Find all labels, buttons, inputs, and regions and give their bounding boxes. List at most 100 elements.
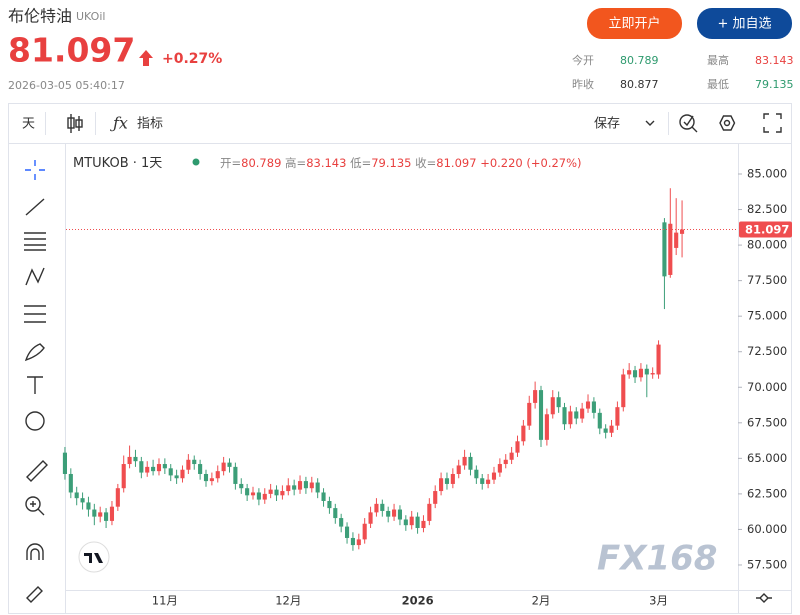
- candle-body: [474, 469, 479, 479]
- settings-icon-core: [723, 119, 731, 127]
- candle-body: [303, 481, 308, 489]
- x-tick-label: 12月: [275, 594, 301, 608]
- candle-body: [333, 508, 338, 519]
- pattern-tool[interactable]: [25, 267, 45, 286]
- fx-icon[interactable]: ƒx: [110, 114, 128, 133]
- y-tick-label: 72.500: [747, 344, 787, 358]
- candle-body: [344, 526, 350, 538]
- candle-body: [262, 493, 267, 500]
- candle-body: [621, 374, 626, 408]
- tv-logo[interactable]: [78, 541, 110, 573]
- candle-body: [109, 506, 115, 521]
- lock-tool[interactable]: [26, 586, 43, 603]
- candle-body: [233, 466, 238, 484]
- chart-type-icon[interactable]: [67, 114, 83, 133]
- legend-values: 开=80.789 高=83.143 低=79.135 收=81.097 +0.2…: [220, 156, 582, 170]
- last-price-tag: [739, 221, 792, 238]
- stat-label: 今开: [572, 53, 594, 67]
- magnet-tool[interactable]: [26, 543, 44, 560]
- legend-value: 81.097: [436, 156, 476, 170]
- open-account-button[interactable]: 立即开户: [587, 8, 682, 39]
- candle-body: [574, 411, 579, 419]
- save-menu-chevron[interactable]: [645, 120, 655, 126]
- candle-body: [674, 232, 679, 248]
- button-label[interactable]: 立即开户: [608, 16, 660, 32]
- trendline-tool[interactable]: [25, 198, 45, 216]
- candle-body: [151, 466, 156, 472]
- last-price-label: 81.097: [745, 222, 789, 236]
- settings-icon[interactable]: [719, 115, 736, 131]
- candle-body: [174, 475, 179, 479]
- candle-body: [80, 498, 85, 503]
- tv-logo-mark: [84, 553, 103, 563]
- symbol: UKOil: [76, 10, 105, 23]
- candle-body: [156, 464, 162, 472]
- y-tick-label: 82.500: [747, 202, 787, 216]
- up-arrow: [139, 50, 153, 66]
- candle-body: [315, 482, 320, 493]
- alert-icon[interactable]: [679, 114, 698, 133]
- candle-body: [339, 518, 344, 527]
- candle-body: [327, 501, 332, 509]
- time-axis-settings[interactable]: [756, 593, 772, 603]
- legend-value: 83.143: [306, 156, 346, 170]
- crosshair-tool[interactable]: [25, 160, 45, 180]
- candle-body: [227, 462, 232, 467]
- candle-body: [562, 407, 567, 425]
- indicators[interactable]: 指标: [137, 117, 163, 132]
- emoji-tool[interactable]: [25, 411, 45, 431]
- watchlist-button[interactable]: + 加自选: [697, 8, 792, 39]
- save[interactable]: 保存: [594, 117, 620, 132]
- candle-body: [250, 492, 256, 496]
- ruler-tool[interactable]: [26, 460, 48, 482]
- candle-body: [397, 509, 403, 520]
- text-tool[interactable]: [27, 376, 43, 394]
- candle-body: [203, 473, 209, 482]
- candle-body: [533, 390, 538, 403]
- legend-key: 低=: [350, 156, 371, 170]
- brush-tool[interactable]: [24, 343, 45, 362]
- candle-body: [68, 473, 73, 493]
- candle-body: [544, 414, 549, 440]
- candle-body: [115, 488, 120, 507]
- candle-body: [550, 397, 555, 415]
- candle-body: [356, 539, 361, 546]
- fib-tool[interactable]: [24, 232, 46, 251]
- zoom-tool[interactable]: [25, 496, 41, 512]
- interval[interactable]: 天: [22, 117, 35, 132]
- candle-body: [444, 478, 450, 484]
- x-tick-label: 2月: [532, 594, 551, 608]
- legend-change: +0.220 (+0.27%): [480, 156, 581, 170]
- candle-body: [609, 425, 614, 433]
- candle-body: [92, 509, 97, 517]
- candle-body: [439, 478, 444, 492]
- candle-body: [121, 464, 126, 489]
- candle-body: [403, 519, 408, 526]
- legend-key: 高=: [285, 156, 306, 170]
- candle-body: [127, 456, 132, 465]
- candle-body: [509, 452, 514, 460]
- watermark: FX168: [597, 539, 717, 579]
- candle-body: [627, 370, 632, 375]
- y-tick-label: 75.000: [747, 309, 787, 323]
- candle-body: [180, 469, 185, 479]
- x-tick-label: 3月: [649, 594, 668, 608]
- button-bg: [587, 8, 682, 39]
- candle-body: [256, 492, 261, 500]
- candle-body: [74, 492, 79, 499]
- candle-body: [104, 512, 109, 521]
- fullscreen-icon[interactable]: [763, 113, 782, 133]
- button-label[interactable]: + 加自选: [717, 17, 771, 32]
- candle-body: [368, 512, 373, 524]
- stat-value: 80.789: [620, 54, 659, 67]
- candle-body: [62, 452, 67, 474]
- candle-body: [292, 485, 297, 490]
- candle-body: [409, 516, 414, 526]
- candle-body: [245, 488, 250, 496]
- candle-body: [215, 471, 220, 479]
- candle-body: [580, 408, 585, 419]
- candle-body: [321, 492, 326, 501]
- projection-tool[interactable]: [24, 305, 46, 323]
- candle-body: [186, 459, 191, 470]
